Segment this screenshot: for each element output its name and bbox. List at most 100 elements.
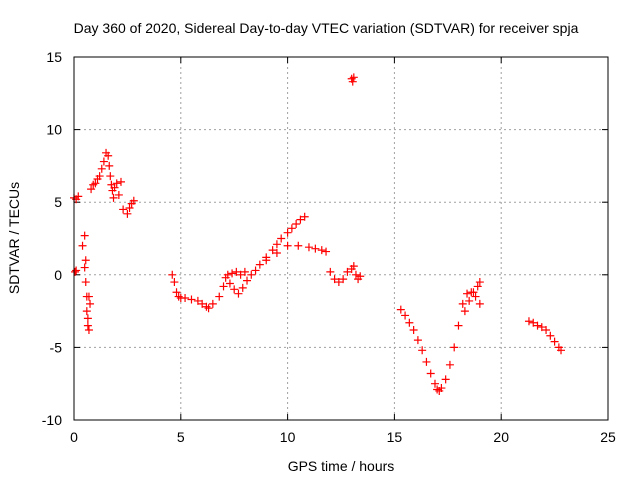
data-point: [349, 73, 358, 82]
data-point: [86, 299, 95, 308]
data-point: [311, 244, 320, 253]
data-point: [529, 318, 538, 327]
data-point: [97, 164, 106, 173]
data-point: [272, 240, 281, 249]
grid-lines: [74, 57, 608, 420]
data-point: [106, 172, 115, 181]
data-point: [465, 296, 474, 305]
data-point: [348, 77, 357, 86]
data-point: [238, 283, 247, 292]
data-point: [82, 307, 91, 316]
data-point: [557, 346, 566, 355]
data-point: [83, 314, 92, 323]
data-point: [292, 219, 301, 228]
data-point: [356, 272, 365, 281]
y-axis-label: SDTVAR / TECUs: [6, 182, 22, 294]
data-point: [426, 369, 435, 378]
data-point: [533, 321, 542, 330]
data-point: [334, 278, 343, 287]
data-point: [409, 325, 418, 334]
data-point: [204, 304, 213, 313]
data-point: [542, 325, 551, 334]
data-point: [437, 384, 446, 393]
data-point: [221, 273, 230, 282]
data-point: [283, 228, 292, 237]
data-point: [83, 321, 92, 330]
data-point: [215, 292, 224, 301]
data-point: [255, 260, 264, 269]
x-tick-label: 15: [387, 429, 403, 445]
data-point: [349, 262, 358, 271]
data-point: [84, 292, 93, 301]
data-point: [87, 185, 96, 194]
data-point: [81, 278, 90, 287]
data-point: [125, 204, 134, 213]
data-point: [268, 246, 277, 255]
data-point: [234, 289, 243, 298]
data-point: [119, 205, 128, 214]
x-tick-label: 0: [70, 429, 78, 445]
data-point: [475, 299, 484, 308]
data-point: [550, 337, 559, 346]
data-point: [99, 157, 108, 166]
data-point: [287, 224, 296, 233]
data-point: [174, 292, 183, 301]
data-point: [230, 285, 239, 294]
data-point: [405, 318, 414, 327]
data-point: [283, 241, 292, 250]
x-tick-label: 25: [600, 429, 616, 445]
data-point: [469, 288, 478, 297]
data-point: [304, 243, 313, 252]
data-point: [228, 269, 237, 278]
data-point: [546, 331, 555, 340]
data-point: [401, 311, 410, 320]
data-point: [471, 292, 480, 301]
data-point: [433, 385, 442, 394]
data-point: [343, 267, 352, 276]
data-point: [80, 263, 89, 272]
data-point: [326, 267, 335, 276]
data-point: [112, 179, 121, 188]
data-point: [84, 325, 93, 334]
data-point: [81, 256, 90, 265]
data-point: [277, 234, 286, 243]
data-point: [243, 276, 252, 285]
data-point: [537, 323, 546, 332]
data-point: [247, 270, 256, 279]
data-point: [172, 288, 181, 297]
data-point: [95, 172, 104, 181]
plot-frame: [73, 56, 609, 421]
data-point: [430, 379, 439, 388]
data-point: [193, 296, 202, 305]
data-point: [109, 193, 118, 202]
y-tick-label: 10: [46, 122, 62, 138]
data-point: [104, 151, 113, 160]
data-point: [123, 209, 132, 218]
data-point: [450, 343, 459, 352]
data-point: [198, 299, 207, 308]
data-point: [74, 192, 83, 201]
data-point: [89, 180, 98, 189]
data-point: [463, 289, 472, 298]
data-point: [251, 266, 260, 275]
data-point: [418, 346, 427, 355]
y-tick-label: -5: [50, 339, 63, 355]
data-point: [110, 183, 119, 192]
data-point: [116, 177, 125, 186]
data-point: [240, 267, 249, 276]
data-point: [351, 270, 360, 279]
y-tick-label: 0: [54, 267, 62, 283]
data-point: [296, 215, 305, 224]
data-point: [219, 282, 228, 291]
data-point: [114, 190, 123, 199]
data-point: [208, 299, 217, 308]
data-point: [236, 270, 245, 279]
data-point: [445, 360, 454, 369]
data-point: [91, 179, 100, 188]
data-point: [105, 161, 114, 170]
data-point: [441, 375, 450, 384]
y-tick-label: -10: [42, 412, 62, 428]
data-point: [80, 231, 89, 240]
data-point: [129, 196, 138, 205]
